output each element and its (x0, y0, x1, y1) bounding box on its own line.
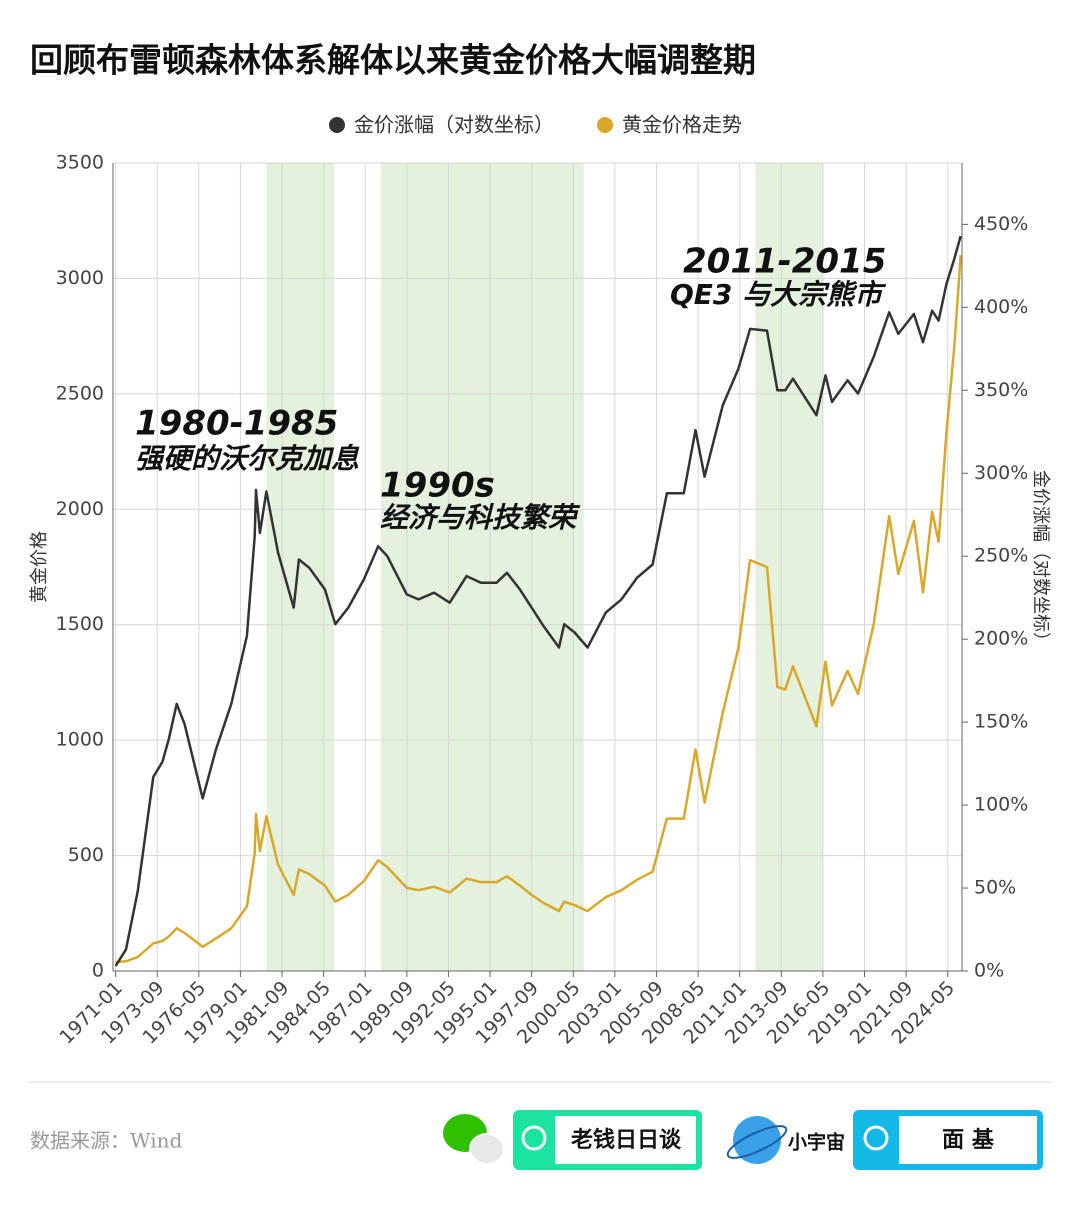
legend-label: 金价涨幅（对数坐标） (354, 113, 554, 137)
y-tick-label: 1500 (56, 613, 104, 635)
annotation-title: 1980-1985 (135, 404, 338, 444)
brand2: 小宇宙 (788, 1131, 845, 1154)
legend-marker (329, 117, 345, 133)
annotation-text: QE3 与大宗熊市 (670, 278, 887, 311)
y2-tick-label: 100% (974, 794, 1028, 816)
y-axis-label: 黄金价格 (29, 531, 50, 603)
y-tick-label: 1000 (56, 729, 104, 751)
y2-tick-label: 350% (974, 379, 1028, 401)
y2-tick-label: 150% (974, 711, 1028, 733)
y2-tick-label: 250% (974, 545, 1028, 567)
annotation-text: 强硬的沃尔克加息 (135, 442, 360, 475)
y-tick-label: 0 (92, 960, 104, 982)
y-tick-label: 500 (68, 844, 104, 866)
source: 数据来源：Wind (30, 1129, 182, 1153)
series-line (114, 235, 962, 967)
annotation-title: 2011-2015 (683, 242, 886, 282)
annotation-title: 1990s (380, 466, 495, 506)
brand3: 面 基 (942, 1128, 995, 1153)
y-tick-label: 2500 (56, 382, 104, 404)
legend-label: 黄金价格走势 (622, 113, 742, 137)
y-tick-label: 3000 (56, 267, 104, 289)
y2-tick-label: 200% (974, 628, 1028, 650)
y2-tick-label: 50% (974, 877, 1016, 899)
y2-tick-label: 0% (974, 960, 1004, 982)
legend-marker (597, 117, 613, 133)
search-icon (863, 1125, 889, 1151)
y-tick-label: 3500 (56, 152, 104, 174)
globe-ring (726, 1125, 788, 1159)
shaded-period (266, 163, 335, 971)
wechat-icon (443, 1114, 505, 1165)
y2-tick-label: 400% (974, 296, 1028, 318)
series-line (115, 255, 962, 964)
y-tick-label: 2000 (56, 498, 104, 520)
annotation-text: 经济与科技繁荣 (380, 501, 581, 534)
brand1-inner (555, 1116, 696, 1164)
brand1: 老钱日日谈 (570, 1127, 682, 1153)
chart-title: 回顾布雷顿森林体系解体以来黄金价格大幅调整期 (30, 41, 756, 80)
brand3-inner (899, 1116, 1037, 1164)
search-icon (521, 1125, 547, 1151)
y2-axis-label: 金价涨幅（对数坐标） (1030, 470, 1051, 650)
shaded-period (380, 163, 584, 971)
y2-tick-label: 300% (974, 462, 1028, 484)
y2-tick-label: 450% (974, 213, 1028, 235)
